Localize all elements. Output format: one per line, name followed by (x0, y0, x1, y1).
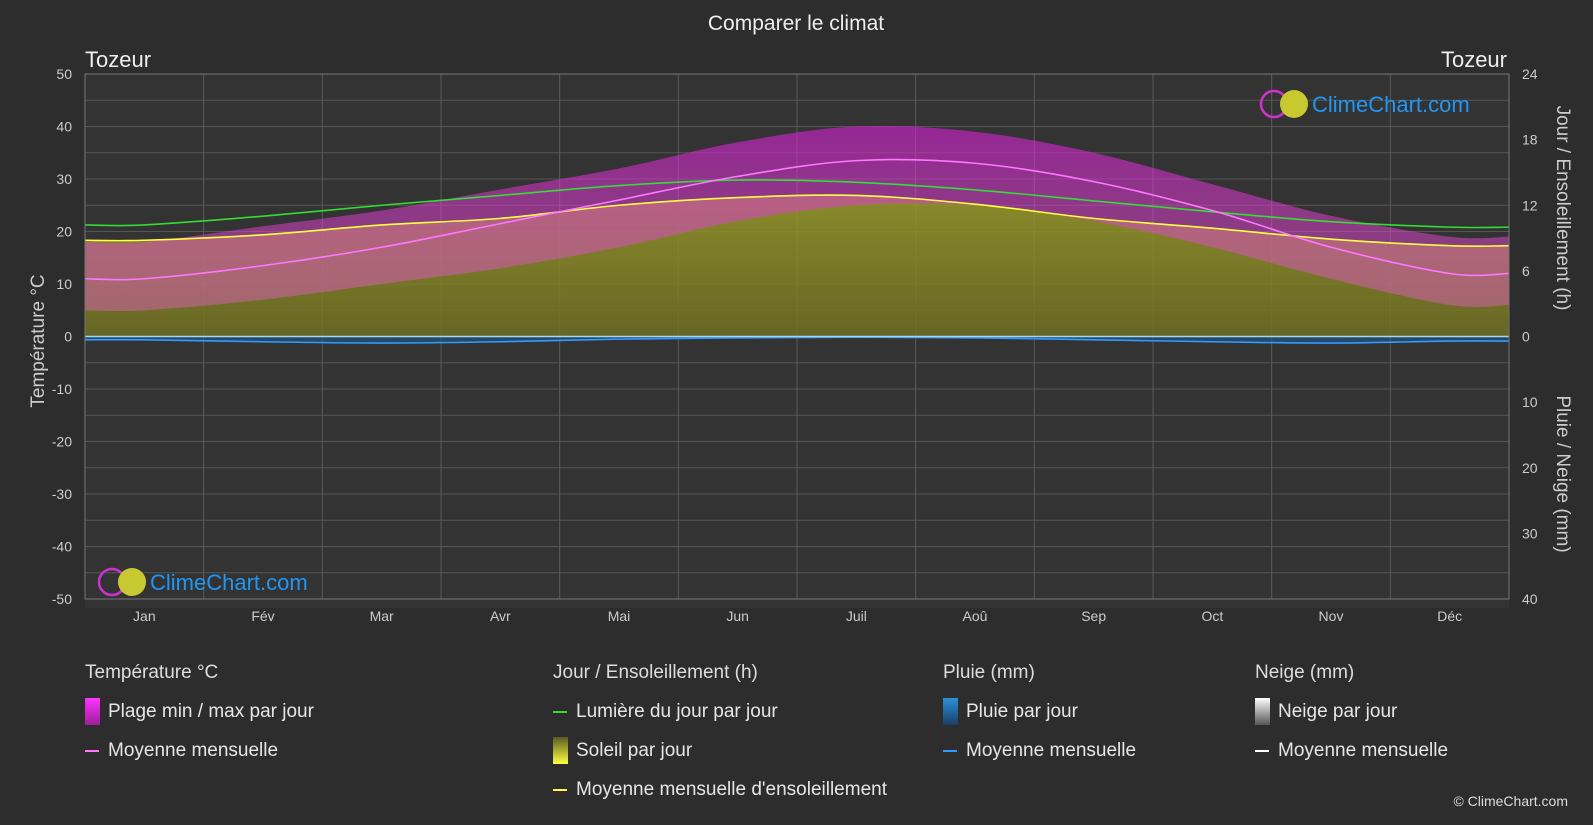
y-tick-right-sun: 18 (1522, 132, 1538, 148)
x-tick-month: Sep (1081, 608, 1106, 624)
legend-sun-title: Jour / Ensoleillement (h) (553, 662, 758, 683)
rain-area (85, 336, 1509, 344)
x-tick-month: Nov (1319, 608, 1344, 624)
y-axis-right-top-label: Jour / Ensoleillement (h) (1552, 106, 1573, 311)
snow-mean-line-icon (1255, 749, 1269, 752)
legend-rain-title: Pluie (mm) (943, 662, 1035, 683)
logo-sun-icon (1280, 90, 1308, 118)
y-tick-left: -30 (52, 486, 72, 502)
daylight-line (84, 179, 1510, 229)
rain-mean-line (84, 336, 1510, 344)
y-tick-right-sun: 12 (1522, 197, 1538, 213)
legend-label: Pluie par jour (966, 700, 1078, 722)
legend-label: Lumière du jour par jour (576, 700, 778, 722)
legend-item-snow-daily: Neige par jour (1255, 692, 1448, 731)
temp-range-band (85, 125, 1509, 312)
legend-rain: Pluie (mm) Pluie par jour Moyenne mensue… (943, 662, 1136, 770)
legend-item-rain-mean: Moyenne mensuelle (943, 731, 1136, 770)
y-tick-left: 10 (56, 276, 72, 292)
legend-item-sunshine-mean: Moyenne mensuelle d'ensoleillement (553, 770, 887, 809)
y-tick-right-sun: 0 (1522, 329, 1530, 345)
rain-swatch-icon (943, 698, 958, 725)
y-tick-right-rain: 10 (1522, 394, 1538, 410)
legend-label: Moyenne mensuelle (966, 739, 1137, 761)
y-tick-left: 0 (64, 329, 72, 345)
legend-item-daylight: Lumière du jour par jour (553, 692, 887, 731)
sunshine-mean-line-icon (553, 788, 567, 791)
y-tick-left: 40 (56, 119, 72, 135)
y-tick-left: 50 (56, 66, 72, 82)
x-tick-month: Avr (490, 608, 511, 624)
watermark-text-bottom: ClimeChart.com (150, 570, 308, 595)
legend-label: Plage min / max par jour (108, 700, 314, 722)
snow-swatch-icon (1255, 698, 1270, 725)
data-lines (84, 158, 1510, 344)
legend-temperature-title: Température °C (85, 662, 219, 683)
sunshine-swatch-icon (553, 737, 568, 764)
data-areas (85, 125, 1509, 344)
legend-item-temp-mean: Moyenne mensuelle (85, 731, 314, 770)
temp-mean-line-icon (85, 749, 99, 752)
y-tick-left: 20 (56, 224, 72, 240)
y-tick-right-rain: 30 (1522, 525, 1538, 541)
x-tick-month: Aoû (963, 608, 988, 624)
legend-label: Neige par jour (1278, 700, 1398, 722)
x-tick-month: Jan (133, 608, 156, 624)
copyright-credit: © ClimeChart.com (1453, 793, 1568, 809)
legend-snow-title: Neige (mm) (1255, 662, 1355, 683)
legend-temperature: Température °C Plage min / max par jour … (85, 662, 314, 770)
y-tick-right-rain: 20 (1522, 460, 1538, 476)
y-tick-left: -20 (52, 434, 72, 450)
legend-label: Moyenne mensuelle (1278, 739, 1449, 761)
legend-label: Moyenne mensuelle (108, 739, 279, 761)
x-tick-month: Jun (726, 608, 749, 624)
location-left: Tozeur (85, 47, 151, 72)
y-tick-left: 30 (56, 171, 72, 187)
y-axis-right-bottom-label: Pluie / Neige (mm) (1552, 395, 1573, 552)
legend-item-temp-range: Plage min / max par jour (85, 692, 314, 731)
sunshine-mean-line (84, 194, 1510, 247)
y-tick-left: -10 (52, 381, 72, 397)
x-tick-month: Juil (846, 608, 867, 624)
chart-title: Comparer le climat (708, 12, 884, 35)
axes: 50 40 30 20 10 0 -10 -20 -30 -40 -50 24 18 12 6 0 10 20 30… (52, 66, 1538, 624)
y-tick-left: -50 (52, 591, 72, 607)
watermark-top: ClimeChart.com (1259, 89, 1470, 119)
y-tick-right-sun: 24 (1522, 66, 1538, 82)
legend-snow: Neige (mm) Neige par jour Moyenne mensue… (1255, 662, 1448, 770)
watermark-text-top: ClimeChart.com (1312, 92, 1470, 117)
plot-frame (84, 73, 1510, 600)
y-tick-right-sun: 6 (1522, 263, 1530, 279)
temp-range-swatch-icon (85, 698, 100, 725)
legend-label: Soleil par jour (576, 739, 693, 761)
legend-item-sunshine: Soleil par jour (553, 731, 887, 770)
legend-item-snow-mean: Moyenne mensuelle (1255, 731, 1448, 770)
x-tick-month: Fév (251, 608, 274, 624)
x-tick-month: Mai (608, 608, 631, 624)
daylight-line-icon (553, 710, 567, 713)
y-tick-right-rain: 40 (1522, 591, 1538, 607)
legend-label: Moyenne mensuelle d'ensoleillement (576, 778, 887, 800)
legend-item-rain-daily: Pluie par jour (943, 692, 1136, 731)
logo-sun-icon (118, 568, 146, 596)
temp-mean-line (84, 158, 1510, 281)
x-tick-month: Oct (1201, 608, 1223, 624)
location-right: Tozeur (1441, 47, 1507, 72)
watermark-bottom: ClimeChart.com (97, 567, 308, 597)
y-tick-left: -40 (52, 539, 72, 555)
rain-mean-line-icon (943, 749, 957, 752)
y-axis-left-label: Température °C (28, 274, 49, 407)
legend-sun: Jour / Ensoleillement (h) Lumière du jou… (553, 662, 887, 809)
x-tick-month: Déc (1437, 608, 1462, 624)
x-tick-month: Mar (370, 608, 394, 624)
